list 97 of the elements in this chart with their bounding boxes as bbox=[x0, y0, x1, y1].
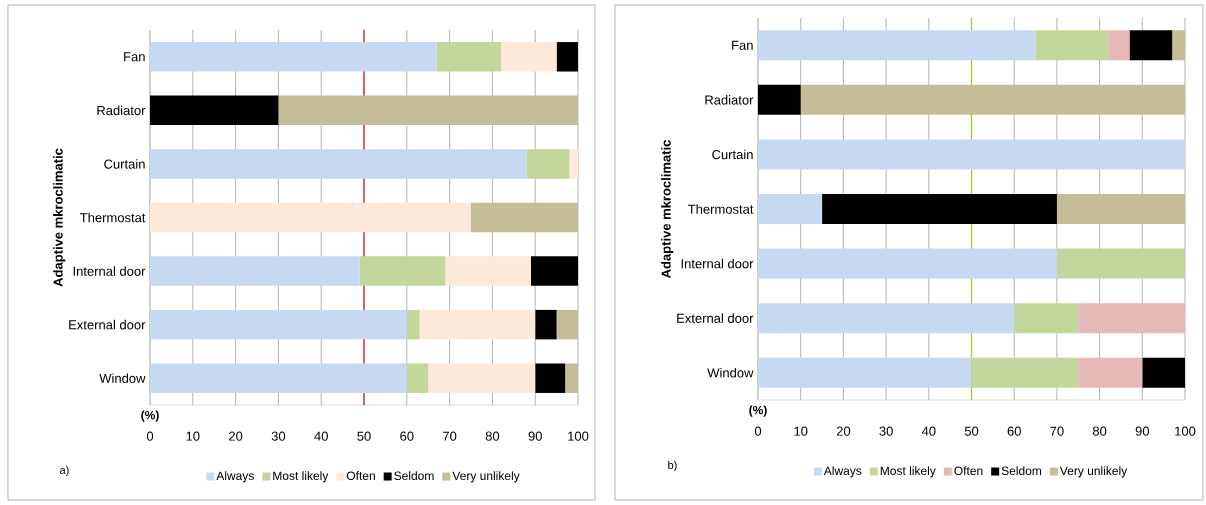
y-tick-label: Radiator bbox=[97, 105, 146, 116]
bar bbox=[556, 309, 579, 340]
bar bbox=[971, 357, 1079, 388]
bar bbox=[822, 193, 1057, 225]
y-tick-label: Radiator bbox=[705, 95, 754, 105]
bar bbox=[1129, 30, 1173, 61]
text: (%) bbox=[141, 410, 159, 422]
y-axis-title: Adaptive mkroclimatic bbox=[53, 148, 66, 287]
bar bbox=[1108, 30, 1130, 61]
legend-label: Always bbox=[216, 471, 254, 483]
bar bbox=[758, 193, 823, 225]
y-tick-label: Curtain bbox=[104, 159, 145, 169]
x-tick-label: 10 bbox=[794, 426, 808, 436]
legend-label: Always bbox=[823, 466, 862, 478]
bar bbox=[1142, 357, 1185, 388]
bar bbox=[569, 149, 579, 179]
bar bbox=[428, 363, 536, 393]
x-tick-label: 80 bbox=[485, 431, 500, 441]
y-tick-label: Internal door bbox=[681, 258, 754, 269]
bar bbox=[150, 256, 360, 286]
bar bbox=[1078, 303, 1185, 334]
y-tick-label: Internal door bbox=[73, 266, 146, 276]
bar bbox=[556, 42, 579, 72]
bar bbox=[535, 363, 566, 393]
bar bbox=[1035, 30, 1109, 61]
bar bbox=[150, 95, 279, 126]
text: b) bbox=[668, 460, 677, 472]
x-tick-label: 30 bbox=[271, 431, 286, 441]
bar bbox=[535, 309, 557, 340]
x-tick-label: 100 bbox=[568, 431, 589, 441]
y-tick-label: Thermostat bbox=[80, 212, 146, 223]
bar bbox=[565, 363, 579, 393]
y-tick-label: Fan bbox=[732, 40, 753, 50]
legend-label: Very unlikely bbox=[1059, 466, 1128, 478]
bar bbox=[278, 95, 579, 126]
y-axis-title: Adaptive mkroclimatic bbox=[661, 140, 674, 279]
bar bbox=[758, 139, 1185, 170]
bar bbox=[359, 256, 446, 286]
bar bbox=[1172, 30, 1185, 61]
x-tick-label: 100 bbox=[1175, 426, 1196, 436]
text: (%) bbox=[749, 405, 767, 417]
bar bbox=[800, 84, 1185, 115]
bar bbox=[419, 309, 536, 340]
bar bbox=[150, 42, 437, 72]
bar bbox=[1056, 193, 1185, 225]
x-tick-label: 50 bbox=[964, 426, 979, 436]
bar bbox=[150, 363, 407, 393]
y-tick-label: Curtain bbox=[712, 149, 753, 160]
x-tick-label: 90 bbox=[1135, 426, 1150, 436]
x-tick-label: 30 bbox=[879, 426, 893, 436]
legend-label: Seldom bbox=[1001, 466, 1042, 475]
bar bbox=[530, 256, 579, 286]
bar bbox=[758, 84, 801, 115]
bar bbox=[150, 149, 527, 179]
x-tick-label: 70 bbox=[443, 431, 457, 441]
x-tick-label: 40 bbox=[314, 431, 328, 441]
x-tick-label: 90 bbox=[528, 431, 542, 441]
x-tick-label: 60 bbox=[400, 431, 414, 441]
x-tick-label: 40 bbox=[921, 426, 936, 436]
legend-label: Often bbox=[954, 466, 983, 475]
legend-label: Most likely bbox=[880, 466, 936, 478]
bar bbox=[758, 303, 1015, 334]
y-tick-label: Window bbox=[99, 373, 146, 383]
legend-label: Often bbox=[346, 471, 375, 480]
y-tick-label: Fan bbox=[124, 52, 145, 62]
bar bbox=[758, 30, 1036, 61]
bar bbox=[150, 202, 472, 233]
y-tick-label: Thermostat bbox=[688, 204, 754, 214]
text: a) bbox=[60, 465, 69, 477]
legend-label: Very unlikely bbox=[452, 471, 520, 483]
y-tick-label: External door bbox=[677, 313, 754, 323]
x-tick-label: 0 bbox=[146, 431, 154, 441]
x-tick-label: 20 bbox=[229, 431, 243, 441]
legend-label: Seldom bbox=[394, 471, 434, 480]
bar bbox=[406, 309, 420, 340]
x-tick-label: 20 bbox=[836, 426, 851, 436]
bar bbox=[406, 363, 429, 393]
bar bbox=[445, 256, 531, 286]
bar bbox=[758, 248, 1057, 279]
x-tick-label: 70 bbox=[1050, 426, 1064, 436]
bar bbox=[1014, 303, 1079, 334]
y-tick-label: Window bbox=[707, 367, 754, 378]
bar bbox=[500, 42, 557, 72]
x-tick-label: 10 bbox=[186, 431, 200, 441]
legend-label: Most likely bbox=[273, 471, 329, 483]
bar bbox=[758, 357, 972, 388]
bar bbox=[1078, 357, 1143, 388]
bar bbox=[526, 149, 570, 179]
y-tick-label: External door bbox=[69, 319, 146, 330]
x-tick-label: 60 bbox=[1007, 426, 1021, 436]
x-tick-label: 80 bbox=[1092, 426, 1107, 436]
bar bbox=[1056, 248, 1185, 279]
x-tick-label: 0 bbox=[754, 426, 762, 436]
bar bbox=[436, 42, 501, 72]
bar bbox=[471, 202, 579, 233]
bar bbox=[150, 309, 407, 340]
x-tick-label: 50 bbox=[357, 431, 371, 441]
